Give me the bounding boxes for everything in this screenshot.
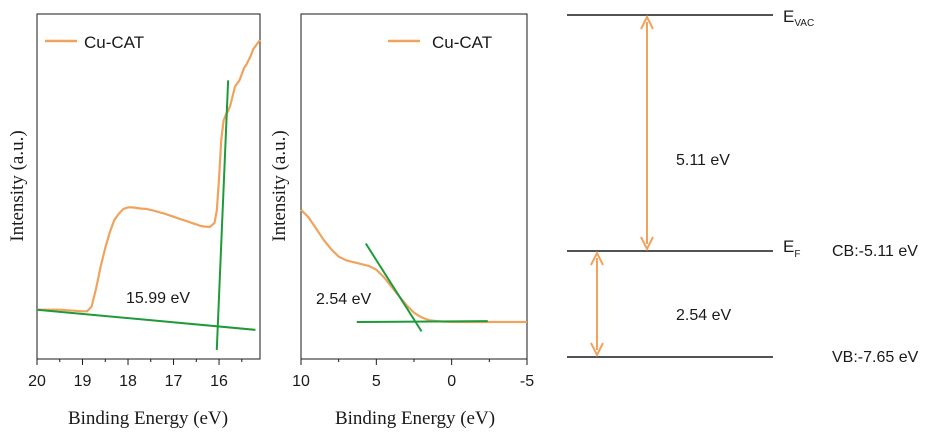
fit-line-left-1	[215, 80, 230, 351]
vb-label: VB:-7.65 eV	[832, 349, 919, 366]
x-axis-label-left: Binding Energy (eV)	[68, 408, 228, 429]
x-tick-label-middle-3: -5	[520, 373, 534, 390]
annotation-left: 15.99 eV	[126, 290, 190, 307]
fit-line-left-0	[36, 308, 256, 331]
band-gap-value: 2.54 eV	[676, 307, 731, 324]
x-axis-label-middle: Binding Energy (eV)	[335, 408, 495, 429]
work-function-arrow	[640, 14, 654, 252]
band-gap-arrow	[590, 250, 604, 358]
x-tick-label-left-2: 18	[119, 373, 137, 390]
panel-middle: 10 5 0 -5 Cu-CAT 2.54 eV Binding Energy (eV…	[269, 13, 534, 429]
x-tick-label-left-0: 20	[28, 373, 46, 390]
work-function-value: 5.11 eV	[676, 152, 730, 169]
ticks-middle: 10 5 0 -5	[292, 359, 534, 390]
y-axis-label-middle: Intensity (a.u.)	[269, 130, 290, 241]
ticks-left: 20 19 18 17 16	[28, 359, 243, 390]
marks-left	[36, 39, 261, 351]
plot-frame-left	[36, 13, 261, 360]
x-tick-label-left-4: 16	[210, 373, 228, 390]
fit-line-middle-1	[364, 242, 423, 332]
y-axis-label-left: Intensity (a.u.)	[7, 130, 28, 241]
vacuum-level-label: EVAC	[783, 7, 814, 29]
fermi-level-label: EF	[783, 237, 800, 260]
annotation-middle: 2.54 eV	[316, 291, 371, 308]
marks-middle	[300, 209, 527, 332]
x-tick-label-middle-1: 5	[372, 373, 381, 390]
x-tick-label-middle-0: 10	[292, 373, 310, 390]
cb-label: CB:-5.11 eV	[832, 243, 918, 260]
fit-line-middle-0	[356, 320, 488, 324]
series-line-left-0	[37, 39, 261, 313]
legend-label-middle: Cu-CAT	[432, 33, 492, 52]
panel-left: 20 19 18 17 16 Cu-CAT 15.99 eV Binding Energ…	[7, 13, 261, 429]
x-tick-label-left-1: 19	[74, 373, 92, 390]
x-tick-label-middle-2: 0	[447, 373, 456, 390]
energy-diagram: EVAC EF 5.11 eV CB:-5.11 eV 2.54 eV VB:-…	[567, 7, 919, 366]
x-tick-label-left-3: 17	[165, 373, 183, 390]
legend-label-left: Cu-CAT	[84, 33, 144, 52]
